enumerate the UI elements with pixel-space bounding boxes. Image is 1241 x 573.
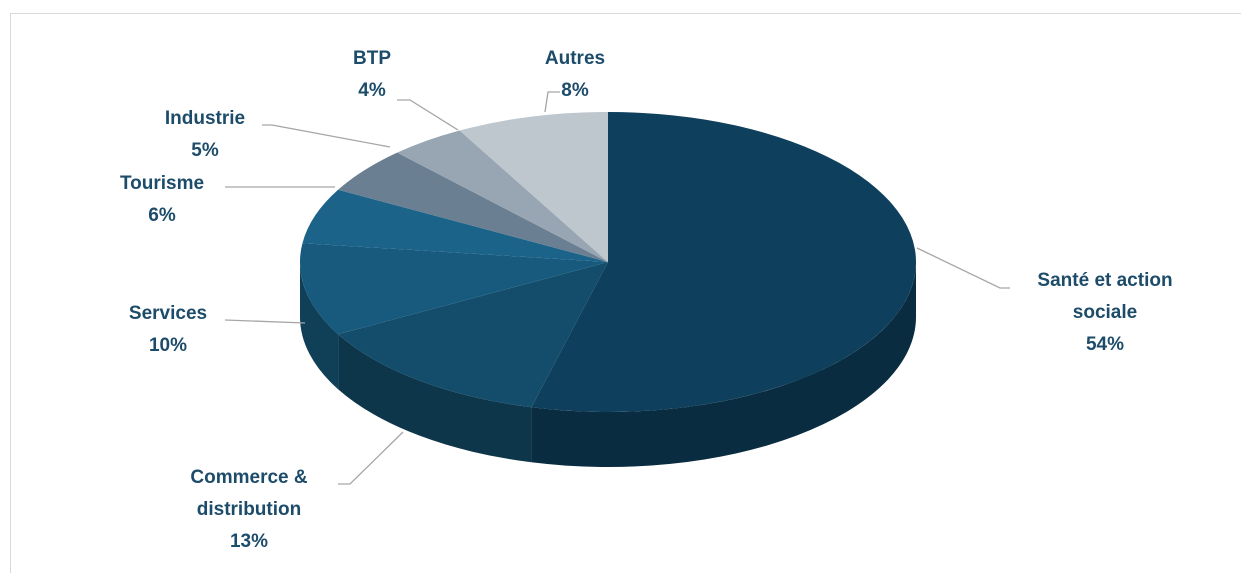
value-label: 5% — [191, 140, 219, 161]
data-label: Santé et action sociale 54% — [1005, 265, 1205, 361]
category-name: Autres — [544, 48, 606, 69]
leader-line — [916, 247, 1010, 289]
data-label: BTP 4% — [312, 43, 432, 107]
category-name: Services — [128, 303, 208, 324]
value-label: 8% — [561, 80, 589, 101]
value-label: 54% — [1085, 334, 1125, 355]
data-label: Industrie 5% — [125, 103, 285, 167]
leader-line — [338, 431, 404, 485]
data-label: Commerce & distribution 13% — [159, 462, 339, 558]
data-label: Autres 8% — [515, 43, 635, 107]
slice — [531, 112, 916, 412]
category-name: BTP — [353, 48, 391, 69]
value-label: 13% — [229, 531, 269, 552]
leader-line — [397, 99, 459, 131]
leader-line — [224, 319, 306, 324]
slice — [338, 152, 608, 262]
leader-line — [544, 91, 560, 113]
value-label: 4% — [358, 80, 386, 101]
category-name: Tourisme — [119, 173, 205, 194]
slice-side — [531, 262, 916, 467]
chart-frame — [10, 13, 1241, 573]
data-label: Tourisme 6% — [82, 168, 242, 232]
data-label: Services 10% — [88, 298, 248, 362]
slice — [302, 189, 608, 262]
category-name: Commerce & distribution — [190, 467, 308, 520]
slice — [338, 262, 608, 408]
value-label: 6% — [148, 205, 176, 226]
value-label: 10% — [148, 335, 188, 356]
slice-side — [300, 262, 339, 390]
leader-line — [262, 124, 391, 148]
slice — [299, 243, 608, 335]
slice — [397, 130, 608, 262]
category-name: Industrie — [164, 108, 246, 129]
category-name: Santé et action sociale — [1037, 270, 1173, 323]
slice — [459, 112, 608, 262]
slice-side — [338, 334, 532, 463]
